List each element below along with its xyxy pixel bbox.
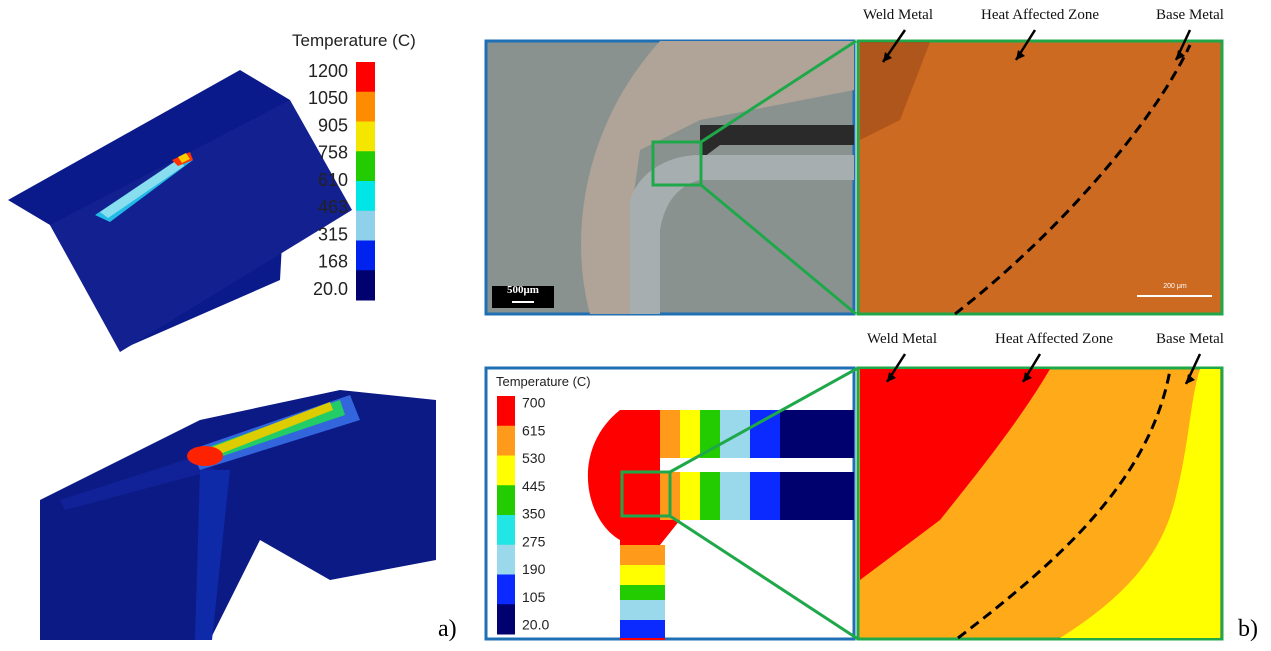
annotation: Weld Metal xyxy=(867,331,937,347)
page: 500μm 200 μm xyxy=(0,0,1271,651)
legend-level: 615 xyxy=(522,422,546,438)
annotation: Heat Affected Zone xyxy=(981,7,1099,23)
legend-swatch xyxy=(356,241,375,271)
legend-swatch xyxy=(356,151,375,181)
legend-swatch xyxy=(497,456,515,486)
zoom-scale-bar-label: 200 μm xyxy=(1163,283,1187,290)
legend-level: 168 xyxy=(318,252,348,272)
annotation: Heat Affected Zone xyxy=(995,331,1113,347)
legend-swatch xyxy=(356,211,375,241)
legend-swatch xyxy=(497,426,515,456)
legend-level: 315 xyxy=(318,224,348,244)
micrograph-zoom: 200 μm xyxy=(858,41,1222,314)
legend-swatch xyxy=(356,181,375,211)
micrograph: 500μm xyxy=(486,41,856,314)
legend-level: 700 xyxy=(522,395,546,411)
panel-label: a) xyxy=(438,616,457,642)
legend-level: 350 xyxy=(522,506,546,522)
legend-level: 275 xyxy=(522,533,546,549)
legend-level: 905 xyxy=(318,115,348,135)
legend-level: 463 xyxy=(318,197,348,217)
annotation: Base Metal xyxy=(1156,7,1224,23)
legend-level: 1200 xyxy=(308,61,348,81)
legend-swatch xyxy=(356,62,375,92)
simulation-zoom xyxy=(858,368,1222,639)
legend-level: 20.0 xyxy=(522,617,549,633)
legend-title: Temperature (C) xyxy=(496,374,591,389)
legend-level: 530 xyxy=(522,450,546,466)
legend-level: 190 xyxy=(522,561,546,577)
legend-swatch xyxy=(497,545,515,575)
legend-swatch xyxy=(497,515,515,545)
scale-bar-label: 500μm xyxy=(507,284,539,296)
legend-swatch xyxy=(497,575,515,605)
figure: 500μm 200 μm xyxy=(0,0,1271,651)
legend-title: Temperature (C) xyxy=(292,31,416,50)
weld-model-top xyxy=(8,70,352,352)
weld-model-bottom xyxy=(40,390,436,640)
legend-swatch xyxy=(497,485,515,515)
legend-swatch xyxy=(497,604,515,634)
legend-swatch xyxy=(497,396,515,426)
annotation: Weld Metal xyxy=(863,7,933,23)
legend-swatch xyxy=(356,122,375,152)
legend-level: 610 xyxy=(318,170,348,190)
legend-swatch xyxy=(356,270,375,300)
legend-level: 758 xyxy=(318,143,348,163)
legend-level: 20.0 xyxy=(313,279,348,299)
legend-level: 1050 xyxy=(308,88,348,108)
annotation: Base Metal xyxy=(1156,331,1224,347)
legend-swatch xyxy=(356,92,375,122)
panel-label: b) xyxy=(1238,616,1258,642)
legend-level: 445 xyxy=(522,478,546,494)
legend-level: 105 xyxy=(522,589,546,605)
